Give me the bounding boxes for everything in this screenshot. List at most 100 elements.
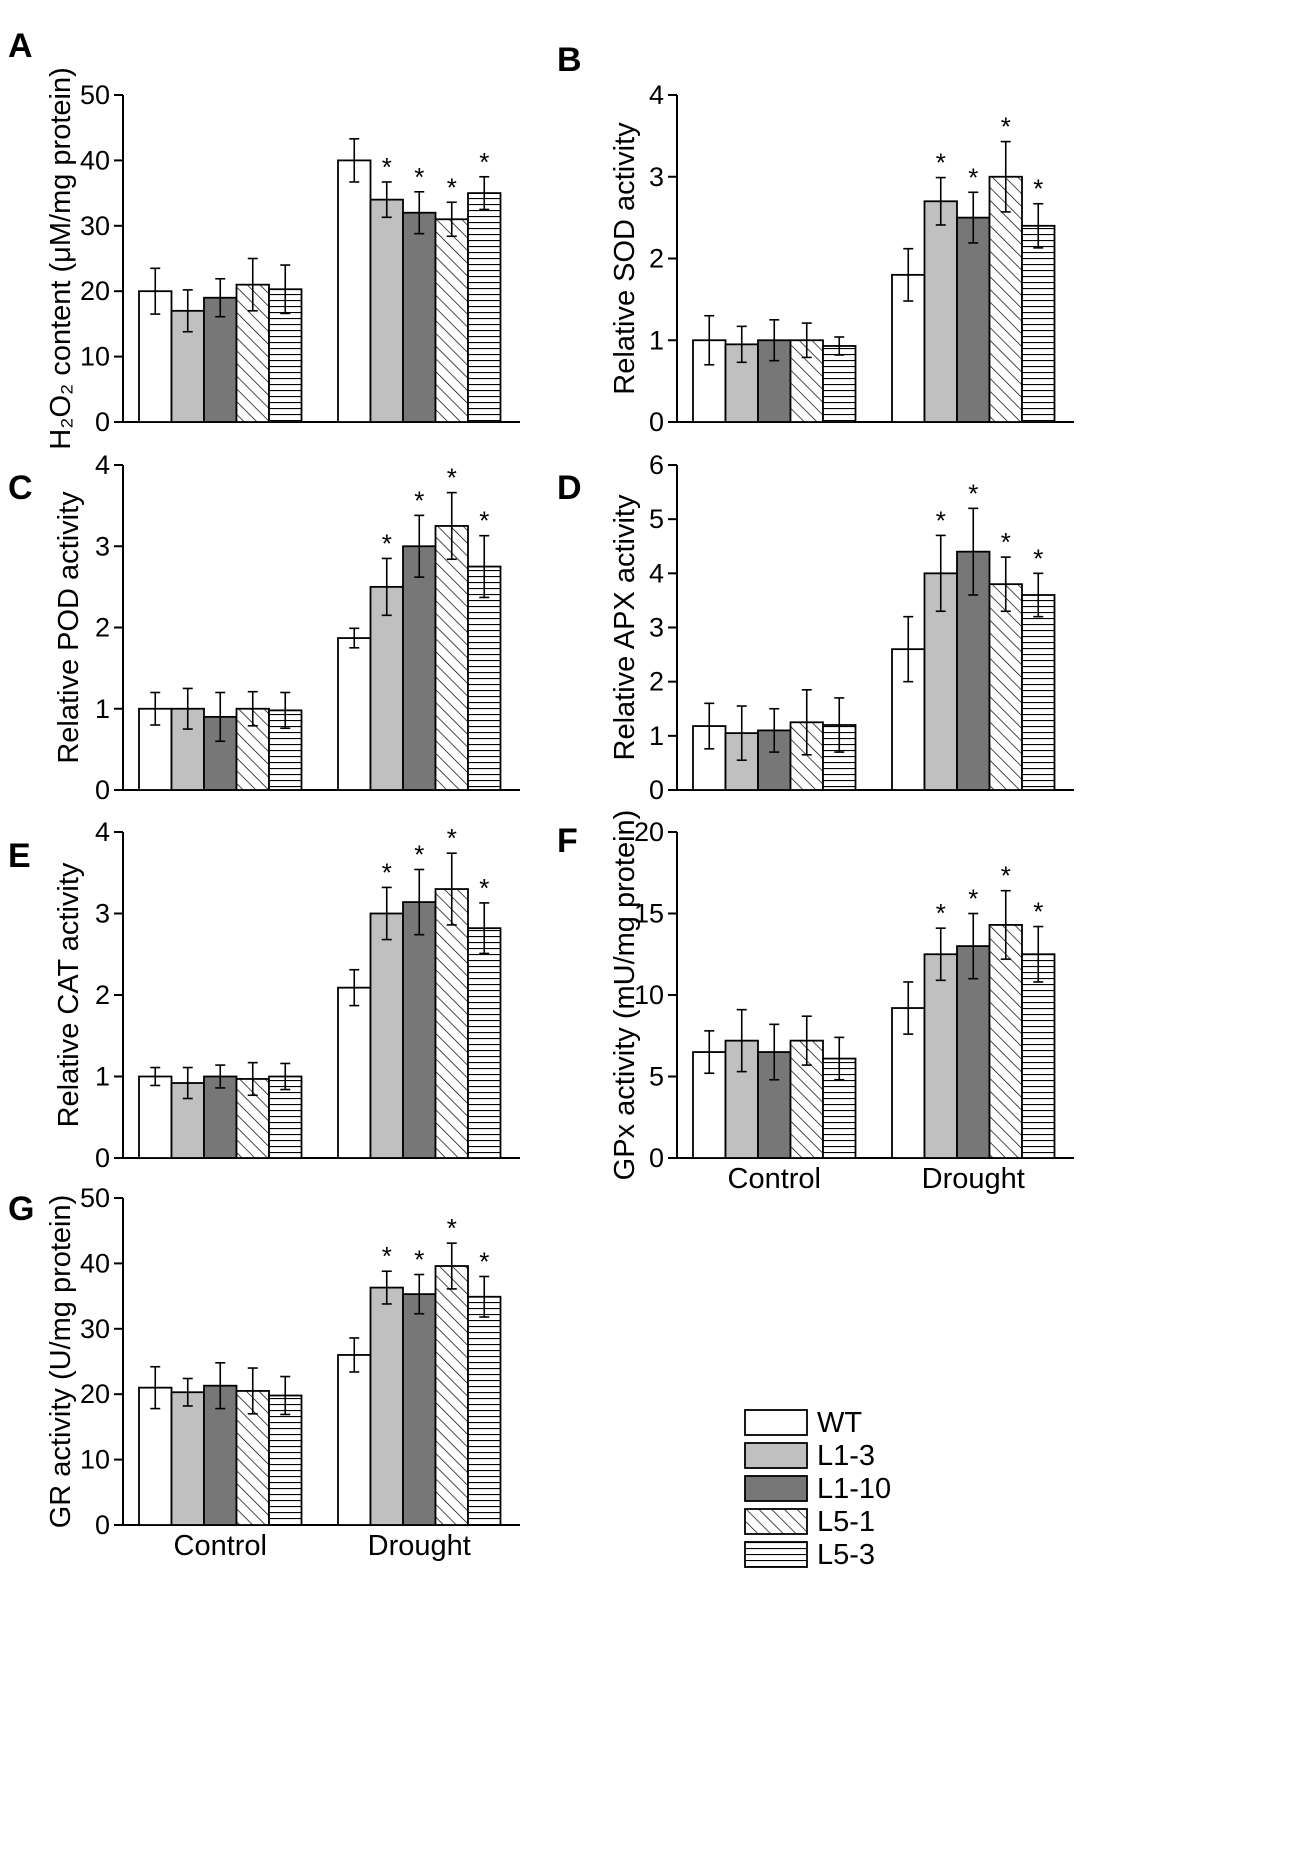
y-tick-label: 3	[649, 162, 664, 192]
bar-l1-10-control	[203, 1384, 238, 1526]
y-tick-label: 20	[634, 817, 664, 847]
y-tick-label: 3	[95, 899, 110, 929]
legend-swatch-l1-3	[744, 1442, 808, 1469]
significance-star: *	[447, 823, 457, 853]
y-axis-label: Relative APX activity	[609, 494, 641, 760]
significance-star: *	[968, 884, 978, 914]
bar-l5-3-drought	[467, 927, 502, 1159]
significance-star: *	[936, 898, 946, 928]
significance-star: *	[382, 1241, 392, 1271]
panel-letter: E	[8, 837, 31, 875]
legend-swatch-l5-3	[744, 1541, 808, 1568]
significance-star: *	[414, 485, 424, 515]
y-tick-label: 50	[80, 80, 110, 110]
significance-star: *	[382, 528, 392, 558]
bar-l1-10-drought	[402, 545, 437, 791]
legend-label-wt: WT	[817, 1407, 862, 1439]
significance-star: *	[479, 1246, 489, 1276]
y-tick-label: 20	[80, 276, 110, 306]
significance-star: *	[414, 162, 424, 192]
significance-star: *	[382, 857, 392, 887]
bar-l5-3-drought	[1021, 594, 1056, 791]
significance-star: *	[968, 478, 978, 508]
y-tick-label: 4	[649, 80, 664, 110]
bar-l1-10-drought	[402, 901, 437, 1159]
y-tick-label: 15	[634, 899, 664, 929]
y-tick-label: 30	[80, 211, 110, 241]
bar-l5-1-drought	[434, 888, 469, 1159]
bar-l5-3-control	[822, 345, 857, 423]
bar-l5-3-drought	[467, 1295, 502, 1526]
y-tick-label: 1	[649, 721, 664, 751]
y-axis-label: Relative CAT activity	[53, 862, 85, 1127]
y-axis-label: GPx activity (mU/mg protein)	[609, 810, 641, 1181]
y-tick-label: 6	[649, 450, 664, 480]
y-tick-label: 5	[649, 1062, 664, 1092]
legend-swatch-l1-10	[744, 1475, 808, 1502]
y-tick-label: 0	[649, 775, 664, 805]
y-tick-label: 50	[80, 1183, 110, 1213]
bar-wt-drought	[337, 986, 372, 1159]
bar-l5-3-drought	[467, 192, 502, 423]
bar-l1-10-drought	[956, 216, 991, 423]
y-tick-label: 4	[649, 558, 664, 588]
bar-wt-control	[138, 1075, 173, 1159]
y-tick-label: 0	[95, 1143, 110, 1173]
bar-l1-3-control	[724, 1039, 759, 1159]
legend-label-l1-10: L1-10	[817, 1473, 891, 1505]
y-axis-label: GR activity (U/mg protein)	[45, 1195, 77, 1529]
y-tick-label: 1	[95, 694, 110, 724]
y-tick-label: 30	[80, 1314, 110, 1344]
significance-star: *	[479, 873, 489, 903]
y-tick-label: 0	[95, 775, 110, 805]
bar-l5-3-control	[268, 1075, 303, 1159]
y-tick-label: 40	[80, 145, 110, 175]
bar-l1-3-control	[170, 1391, 205, 1526]
panel-letter: D	[557, 469, 582, 507]
y-tick-label: 10	[80, 1445, 110, 1475]
y-tick-label: 3	[649, 613, 664, 643]
y-tick-label: 10	[634, 980, 664, 1010]
y-tick-label: 4	[95, 817, 110, 847]
bar-l1-10-drought	[402, 1293, 437, 1526]
significance-star: *	[936, 148, 946, 178]
y-tick-label: 1	[649, 325, 664, 355]
panel-e: E 0 1 2 3 4 Relative CAT activity * * * *	[8, 817, 520, 1173]
x-category-label: Drought	[368, 1530, 471, 1562]
significance-star: *	[447, 1213, 457, 1243]
significance-star: *	[1033, 897, 1043, 927]
bar-l5-3-drought	[1021, 224, 1056, 423]
legend-label-l5-1: L5-1	[817, 1506, 875, 1538]
y-tick-label: 2	[95, 613, 110, 643]
y-axis-label: H₂O₂ content (μM/mg protein)	[45, 67, 77, 450]
x-category-label: Control	[174, 1530, 268, 1562]
y-axis-label: Relative SOD activity	[609, 122, 641, 395]
bar-l1-3-drought	[923, 200, 958, 423]
significance-star: *	[1001, 861, 1011, 891]
bar-l5-3-control	[268, 1394, 303, 1526]
bar-l1-3-drought	[369, 198, 404, 423]
bar-wt-drought	[337, 1354, 372, 1526]
y-tick-label: 40	[80, 1248, 110, 1278]
significance-star: *	[936, 505, 946, 535]
bar-l5-1-drought	[988, 583, 1023, 791]
legend-label-l5-3: L5-3	[817, 1539, 875, 1571]
panel-letter: B	[557, 41, 582, 79]
panel-letter: F	[557, 822, 578, 860]
legend-swatch-l5-1	[744, 1508, 808, 1535]
y-tick-label: 0	[649, 407, 664, 437]
bar-l5-3-drought	[467, 565, 502, 791]
panel-letter: G	[8, 1190, 34, 1228]
y-tick-label: 3	[95, 531, 110, 561]
y-axis-label: Relative POD activity	[53, 491, 85, 764]
significance-star: *	[382, 152, 392, 182]
significance-star: *	[1001, 112, 1011, 142]
x-category-label: Drought	[922, 1163, 1025, 1195]
significance-star: *	[479, 506, 489, 536]
legend-swatch-wt	[744, 1409, 808, 1436]
